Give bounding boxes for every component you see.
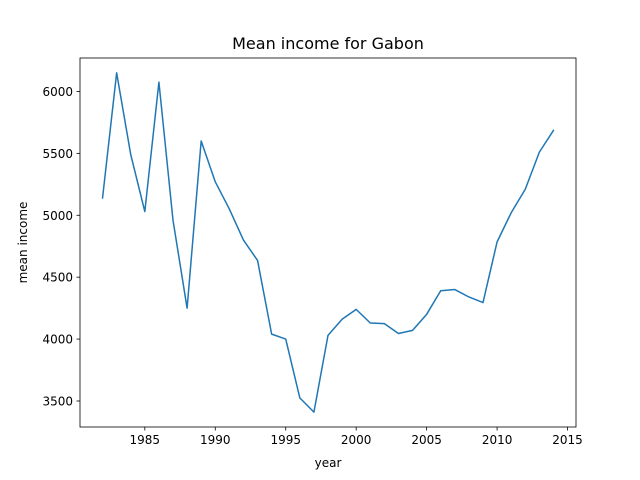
series-line: [101, 72, 555, 413]
y-tick-label: 4500: [42, 271, 73, 285]
x-tick-label: 2000: [341, 433, 372, 447]
y-axis-ticks: 3500 4000 4500 5000 5500 6000: [42, 85, 80, 408]
x-tick-label: 1995: [270, 433, 301, 447]
chart-title: Mean income for Gabon: [232, 34, 424, 53]
y-tick-label: 5500: [42, 147, 73, 161]
x-axis-ticks: 1985 1990 1995 2000 2005 2010 2015: [130, 427, 583, 447]
x-tick-label: 1990: [200, 433, 231, 447]
y-tick-label: 4000: [42, 333, 73, 347]
plot-frame: [79, 57, 577, 428]
y-tick-label: 6000: [42, 85, 73, 99]
x-tick-label: 1985: [130, 433, 161, 447]
x-tick-label: 2015: [552, 433, 583, 447]
x-tick-label: 2010: [482, 433, 513, 447]
x-tick-label: 2005: [411, 433, 442, 447]
y-tick-label: 3500: [42, 394, 73, 408]
plot-area: [80, 58, 576, 427]
x-axis-label: year: [315, 456, 342, 470]
y-axis-label: mean income: [16, 202, 30, 284]
y-tick-label: 5000: [42, 209, 73, 223]
